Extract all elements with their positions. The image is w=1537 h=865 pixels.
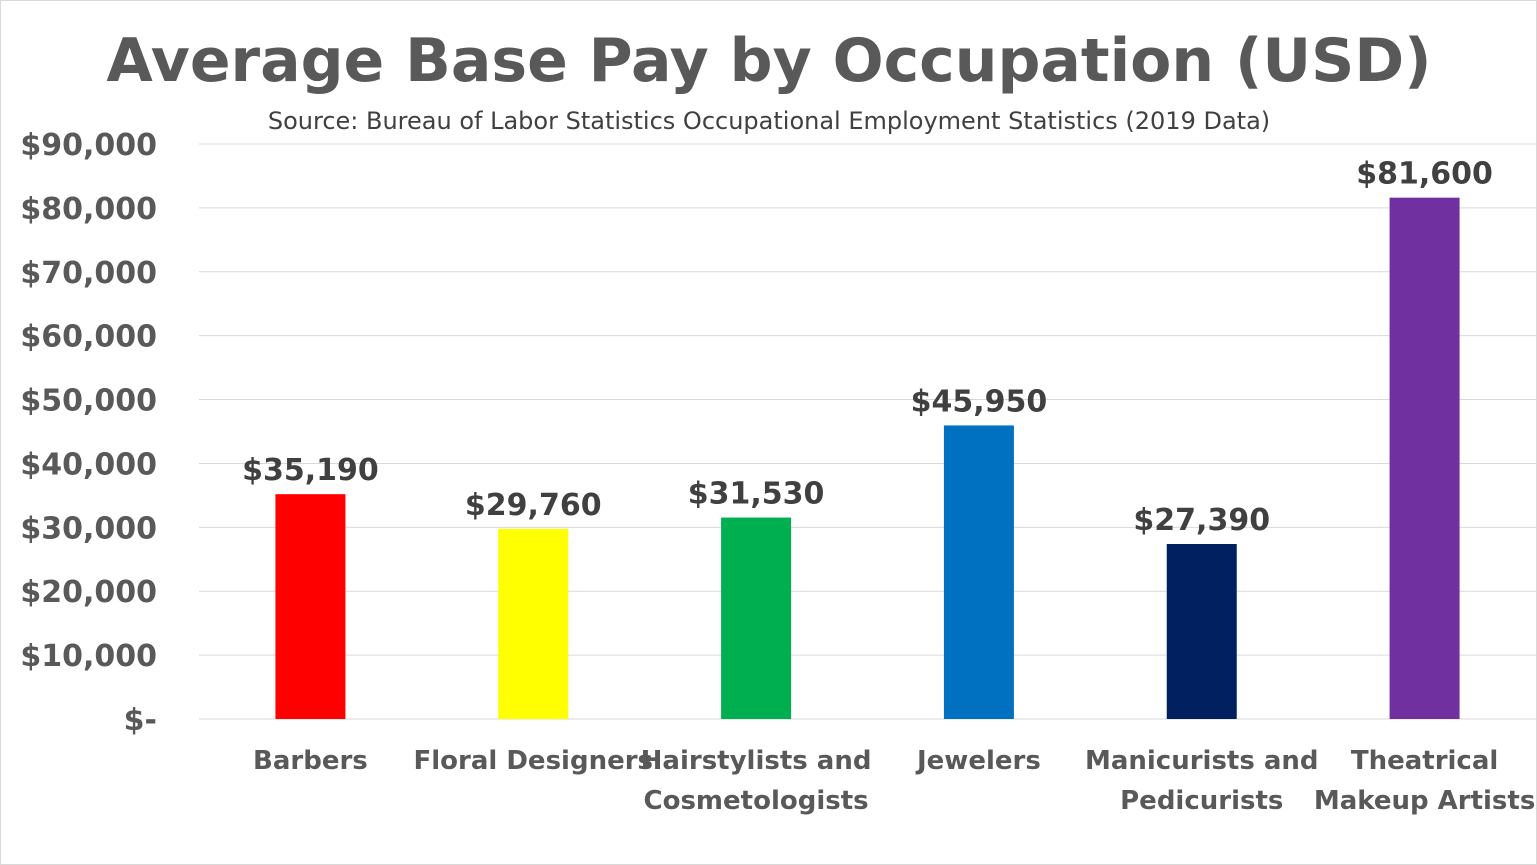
chart-subtitle: Source: Bureau of Labor Statistics Occup… [268,107,1270,135]
y-tick-label: $60,000 [20,320,157,355]
y-tick-label: $90,000 [20,128,157,163]
category-label: Hairstylists and [641,746,872,776]
bars [275,197,1460,719]
y-tick-label: $40,000 [20,447,157,482]
gridlines [199,143,1536,720]
data-label: $45,950 [911,384,1048,419]
bar [1166,544,1237,719]
category-label: Pedicurists [1120,786,1283,816]
category-label: Barbers [253,746,368,776]
data-label: $31,530 [688,477,825,512]
data-label: $29,760 [465,488,602,523]
y-tick-label: $10,000 [20,639,157,674]
category-label: Makeup Artists [1314,786,1535,816]
y-axis-tick-labels: $- $10,000 $20,000 $30,000 $40,000 $50,000 $60… [20,128,157,738]
bar [275,494,346,719]
category-label: Jewelers [915,746,1041,776]
category-label: Manicurists and [1085,746,1319,776]
y-tick-label: $50,000 [20,384,157,419]
y-tick-label: $70,000 [20,256,157,291]
data-label: $81,600 [1356,157,1493,192]
category-label: Theatrical [1351,746,1498,776]
bar [943,425,1014,719]
chart-title: Average Base Pay by Occupation (USD) [106,26,1431,96]
y-tick-label: $30,000 [20,511,157,546]
category-label: Cosmetologists [644,786,869,816]
y-tick-label: $20,000 [20,575,157,610]
bar [721,517,792,719]
y-tick-label: $- [124,703,157,738]
bar [498,528,569,719]
data-label: $27,390 [1133,503,1270,538]
y-tick-label: $80,000 [20,192,157,227]
bar [1389,197,1460,719]
data-labels: $35,190 $29,760 $31,530 $45,950 $27,390 $81,6… [242,157,1493,538]
category-label: Floral Designers [413,746,653,776]
data-label: $35,190 [242,453,379,488]
